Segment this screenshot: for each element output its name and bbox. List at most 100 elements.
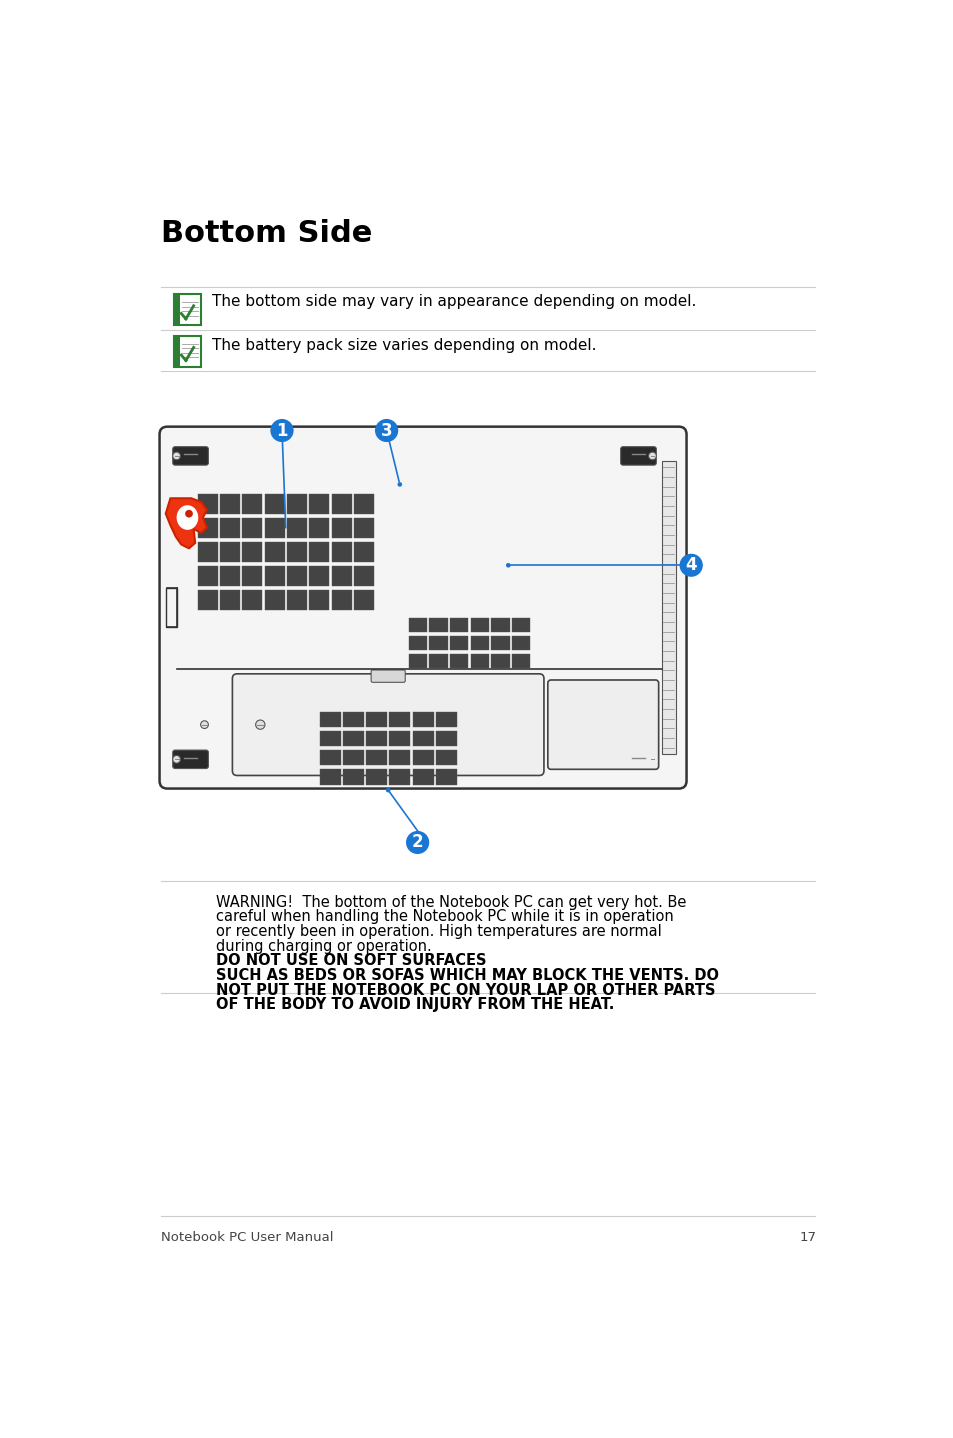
- Bar: [332, 567, 352, 587]
- Text: 3: 3: [380, 421, 392, 440]
- Bar: [319, 769, 340, 785]
- Bar: [354, 567, 374, 587]
- FancyBboxPatch shape: [371, 670, 405, 682]
- Bar: [491, 653, 509, 667]
- Text: during charging or operation.: during charging or operation.: [216, 939, 432, 953]
- Bar: [470, 636, 489, 650]
- Bar: [242, 542, 262, 562]
- Bar: [512, 636, 530, 650]
- Bar: [197, 518, 217, 538]
- Bar: [470, 653, 489, 667]
- Bar: [174, 336, 179, 367]
- Bar: [342, 751, 363, 765]
- Bar: [389, 751, 410, 765]
- Bar: [429, 636, 447, 650]
- Circle shape: [505, 562, 510, 568]
- Bar: [332, 590, 352, 610]
- Bar: [389, 731, 410, 746]
- Circle shape: [406, 831, 429, 854]
- Text: OF THE BODY TO AVOID INJURY FROM THE HEAT.: OF THE BODY TO AVOID INJURY FROM THE HEA…: [216, 997, 614, 1012]
- Bar: [309, 542, 329, 562]
- Bar: [332, 518, 352, 538]
- Bar: [512, 617, 530, 631]
- Bar: [491, 636, 509, 650]
- Bar: [366, 751, 387, 765]
- Bar: [354, 518, 374, 538]
- Bar: [366, 712, 387, 728]
- FancyBboxPatch shape: [159, 427, 686, 788]
- Text: or recently been in operation. High temperatures are normal: or recently been in operation. High temp…: [216, 925, 661, 939]
- Circle shape: [375, 418, 397, 441]
- Bar: [408, 617, 427, 631]
- Polygon shape: [166, 499, 207, 548]
- Circle shape: [172, 755, 180, 764]
- Bar: [265, 542, 284, 562]
- Text: NOT PUT THE NOTEBOOK PC ON YOUR LAP OR OTHER PARTS: NOT PUT THE NOTEBOOK PC ON YOUR LAP OR O…: [216, 982, 715, 998]
- Text: WARNING!  The bottom of the Notebook PC can get very hot. Be: WARNING! The bottom of the Notebook PC c…: [216, 894, 686, 910]
- Bar: [512, 653, 530, 667]
- Text: careful when handling the Notebook PC while it is in operation: careful when handling the Notebook PC wh…: [216, 909, 673, 925]
- Bar: [491, 617, 509, 631]
- Bar: [242, 590, 262, 610]
- Bar: [265, 567, 284, 587]
- Bar: [436, 751, 456, 765]
- Bar: [354, 590, 374, 610]
- Bar: [408, 636, 427, 650]
- FancyBboxPatch shape: [172, 447, 208, 464]
- Bar: [661, 462, 675, 754]
- Bar: [220, 542, 240, 562]
- Bar: [166, 588, 176, 627]
- Bar: [408, 653, 427, 667]
- FancyBboxPatch shape: [233, 674, 543, 775]
- Bar: [332, 495, 352, 515]
- Bar: [220, 518, 240, 538]
- Circle shape: [648, 755, 656, 764]
- Bar: [412, 769, 433, 785]
- FancyBboxPatch shape: [174, 336, 200, 367]
- Bar: [319, 751, 340, 765]
- Text: Notebook PC User Manual: Notebook PC User Manual: [161, 1231, 334, 1244]
- Bar: [342, 712, 363, 728]
- Bar: [220, 495, 240, 515]
- Text: The battery pack size varies depending on model.: The battery pack size varies depending o…: [212, 338, 597, 354]
- Bar: [332, 542, 352, 562]
- Bar: [197, 542, 217, 562]
- Circle shape: [200, 720, 208, 729]
- Bar: [174, 295, 179, 325]
- Circle shape: [172, 452, 180, 460]
- Bar: [389, 712, 410, 728]
- Bar: [309, 590, 329, 610]
- Text: The bottom side may vary in appearance depending on model.: The bottom side may vary in appearance d…: [212, 295, 696, 309]
- Circle shape: [385, 788, 390, 792]
- Bar: [242, 518, 262, 538]
- Bar: [470, 617, 489, 631]
- Bar: [389, 769, 410, 785]
- Bar: [436, 769, 456, 785]
- Bar: [197, 567, 217, 587]
- Text: DO NOT USE ON SOFT SURFACES: DO NOT USE ON SOFT SURFACES: [216, 953, 486, 968]
- FancyBboxPatch shape: [620, 751, 656, 768]
- FancyBboxPatch shape: [547, 680, 658, 769]
- Bar: [287, 542, 307, 562]
- Text: 17: 17: [799, 1231, 816, 1244]
- Bar: [220, 590, 240, 610]
- Circle shape: [397, 482, 402, 486]
- Bar: [436, 712, 456, 728]
- Circle shape: [679, 554, 702, 577]
- Bar: [287, 590, 307, 610]
- Bar: [309, 567, 329, 587]
- Bar: [197, 590, 217, 610]
- Bar: [366, 769, 387, 785]
- Bar: [450, 617, 468, 631]
- Circle shape: [270, 418, 294, 441]
- Bar: [287, 518, 307, 538]
- Bar: [436, 731, 456, 746]
- Bar: [309, 495, 329, 515]
- Text: 2: 2: [412, 834, 423, 851]
- Bar: [412, 751, 433, 765]
- Bar: [342, 769, 363, 785]
- Bar: [287, 567, 307, 587]
- Circle shape: [648, 452, 656, 460]
- Bar: [220, 567, 240, 587]
- Bar: [342, 731, 363, 746]
